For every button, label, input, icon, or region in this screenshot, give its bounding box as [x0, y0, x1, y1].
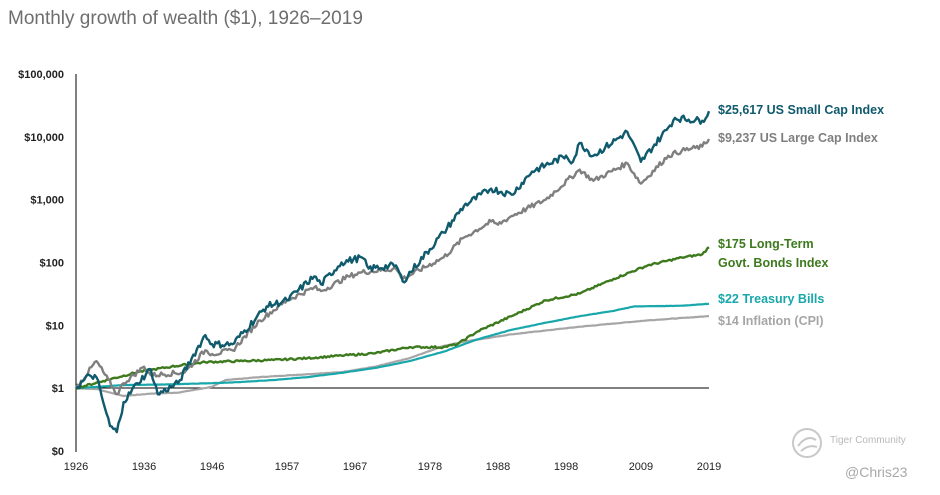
- x-tick-label: 2019: [697, 461, 721, 473]
- series-line-treasury-bills: [76, 302, 710, 390]
- y-axis-ticks: $0 $1 $10 $100 $1,000 $10,000 $100,000: [18, 69, 64, 458]
- series-label-line: $22 Treasury Bills: [718, 292, 824, 306]
- series-label: $14 Inflation (CPI): [718, 314, 824, 328]
- y-tick-label: $0: [52, 446, 64, 458]
- series-label-line: $25,617 US Small Cap Index: [718, 103, 884, 117]
- series-label-line: Govt. Bonds Index: [718, 256, 828, 270]
- series-label: $22 Treasury Bills: [718, 292, 824, 306]
- page-title: Monthly growth of wealth ($1), 1926–2019: [8, 8, 363, 29]
- x-tick-label: 1936: [132, 461, 156, 473]
- series-line-inflation-cpi-: [76, 315, 709, 398]
- x-tick-label: 1978: [418, 461, 442, 473]
- series-line-us-large-cap-index: [74, 138, 711, 396]
- y-tick-label: $10: [46, 320, 64, 332]
- y-tick-label: $1,000: [30, 195, 64, 207]
- series-label-line: $9,237 US Large Cap Index: [718, 131, 878, 145]
- y-tick-label: $10,000: [24, 132, 64, 144]
- series-label-line: $14 Inflation (CPI): [718, 314, 824, 328]
- series-line-us-small-cap-index: [75, 110, 711, 434]
- x-tick-label: 1957: [275, 461, 299, 473]
- x-tick-label: 1946: [200, 461, 224, 473]
- x-tick-label: 1988: [486, 461, 510, 473]
- series-label: $25,617 US Small Cap Index: [718, 103, 884, 117]
- x-tick-label: 2009: [629, 461, 653, 473]
- tiger-logo-icon: [792, 428, 822, 458]
- y-tick-label: $1: [52, 383, 64, 395]
- watermark-brand: Tiger Community: [830, 435, 906, 446]
- series-lines: [74, 110, 711, 434]
- series-label: $175 Long-Term Govt. Bonds Index: [718, 237, 828, 270]
- y-tick-label: $100: [40, 258, 64, 270]
- series-line-long-term-govt-bonds-index: [75, 246, 710, 390]
- x-axis-ticks: 1926 1936 1946 1957 1967 1978 1988 1998 2009 2019: [64, 461, 721, 473]
- x-tick-label: 1998: [554, 461, 578, 473]
- series-label: $9,237 US Large Cap Index: [718, 131, 878, 145]
- x-tick-label: 1926: [64, 461, 88, 473]
- series-label-line: $175 Long-Term: [718, 237, 814, 251]
- x-tick-label: 1967: [343, 461, 367, 473]
- series-labels: $25,617 US Small Cap Index $9,237 US Larg…: [718, 103, 884, 328]
- watermark: Tiger Community @Chris23: [790, 426, 930, 486]
- watermark-user: @Chris23: [845, 464, 908, 480]
- y-tick-label: $100,000: [18, 69, 64, 81]
